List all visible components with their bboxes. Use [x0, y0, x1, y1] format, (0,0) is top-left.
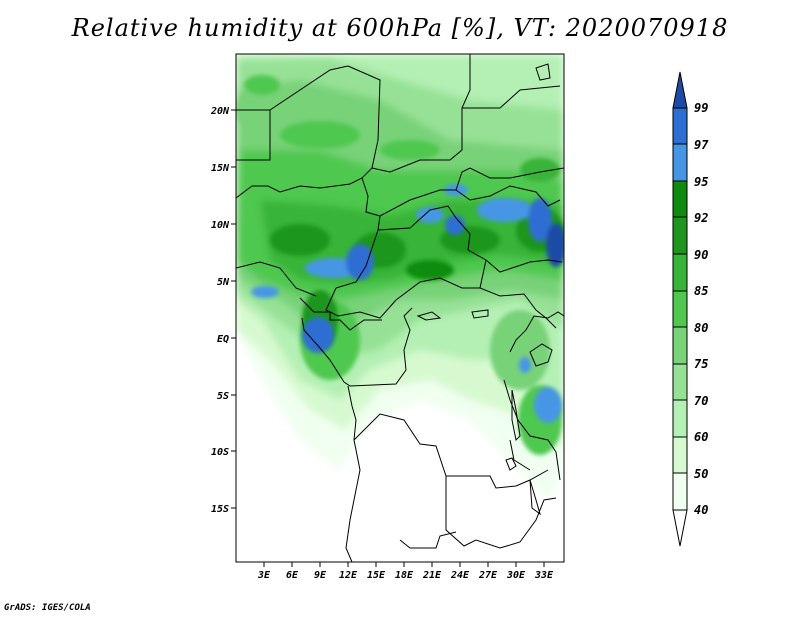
colorbar-label: 85 — [694, 284, 708, 298]
y-tick-label: 15S — [211, 504, 229, 515]
x-tick-label: 33E — [534, 570, 554, 581]
colorbar-swatch — [672, 290, 688, 328]
colorbar-swatch — [672, 326, 688, 365]
x-tick-label: 9E — [314, 570, 327, 581]
y-tick-label: 15N — [211, 163, 230, 174]
x-tick-label: 12E — [339, 570, 358, 581]
colorbar-label: 99 — [694, 101, 708, 115]
y-tick-label: 10S — [211, 447, 229, 458]
colorbar-swatch — [672, 436, 688, 474]
colorbar-label: 40 — [694, 503, 708, 517]
colorbar-label: 92 — [694, 211, 708, 225]
map-frame — [235, 53, 565, 563]
colorbar-swatch — [672, 143, 688, 182]
y-tick-label: 5S — [217, 391, 229, 402]
colorbar-swatch — [672, 107, 688, 145]
colorbar-swatch — [672, 399, 688, 438]
y-tick-label: EQ — [217, 334, 229, 345]
x-tick-label: 6E — [286, 570, 299, 581]
lakes — [416, 63, 553, 516]
y-tick-label: 5N — [217, 277, 230, 288]
country-borders — [236, 54, 564, 562]
colorbar-label: 95 — [694, 175, 708, 189]
colorbar-label: 97 — [694, 138, 709, 152]
colorbar-swatch — [672, 472, 688, 511]
axis-ticks — [231, 109, 545, 567]
map-title: Relative humidity at 600hPa [%], VT: 202… — [71, 14, 729, 42]
x-tick-label: 30E — [506, 570, 526, 581]
x-tick-label: 15E — [367, 570, 386, 581]
colorbar-swatch — [672, 180, 688, 218]
x-tick-label: 18E — [395, 570, 414, 581]
y-tick-label: 20N — [210, 106, 230, 117]
colorbar-label: 50 — [694, 467, 708, 481]
colorbar-label: 90 — [694, 248, 708, 262]
colorbar-swatch — [672, 253, 688, 292]
colorbar-top-arrow — [672, 71, 688, 109]
credit-label: GrADS: IGES/COLA — [4, 603, 91, 613]
x-tick-label: 21E — [422, 570, 442, 581]
x-tick-label: 27E — [478, 570, 498, 581]
x-tick-label: 3E — [257, 570, 271, 581]
colorbar-label: 75 — [694, 357, 708, 371]
colorbar-label: 80 — [694, 321, 708, 335]
colorbar-swatch — [672, 363, 688, 401]
colorbar-label: 70 — [694, 394, 708, 408]
y-tick-label: 10N — [211, 220, 230, 231]
colorbar-swatch — [672, 216, 688, 255]
x-tick-label: 24E — [450, 570, 470, 581]
colorbar-bottom-arrow — [672, 509, 688, 547]
colorbar-label: 60 — [694, 430, 708, 444]
colorbar — [672, 71, 688, 547]
